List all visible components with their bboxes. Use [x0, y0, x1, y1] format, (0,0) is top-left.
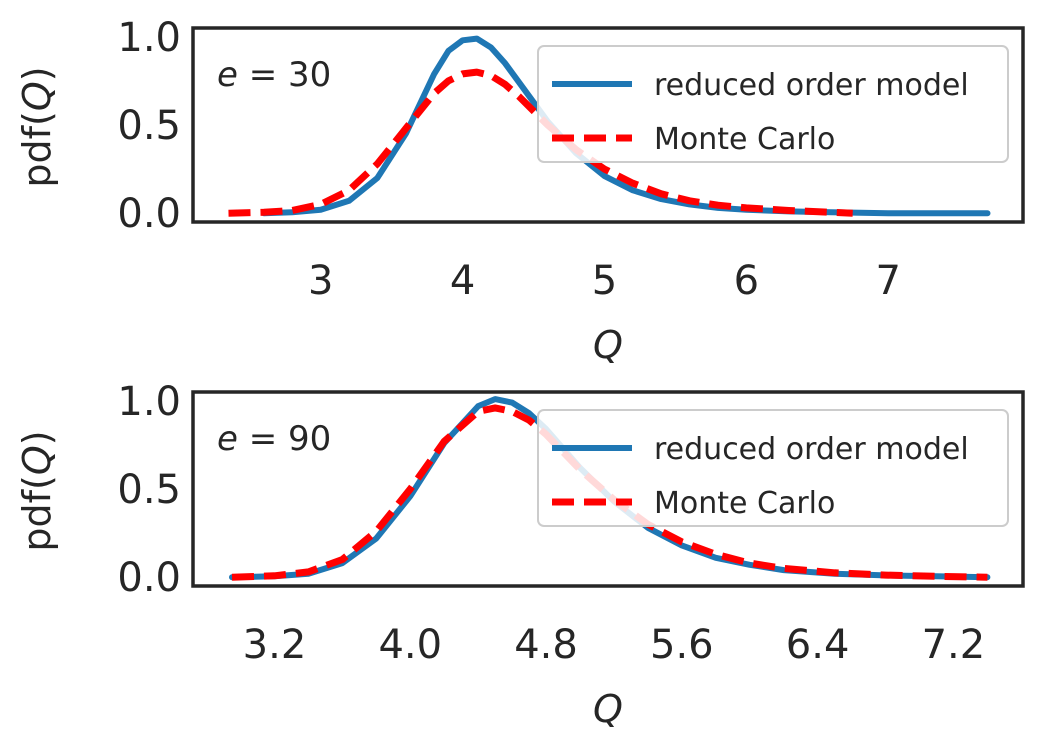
legend: reduced order model Monte Carlo — [537, 409, 1009, 527]
legend: reduced order model Monte Carlo — [537, 45, 1009, 163]
x-tick-label: 5.6 — [650, 622, 714, 668]
y-axis-label: pdf(Q) — [15, 430, 59, 551]
x-tick-label: 4.0 — [378, 622, 442, 668]
x-tick-label: 6.4 — [786, 622, 850, 668]
x-tick-label: 3.2 — [243, 622, 307, 668]
legend-label: reduced order model — [654, 432, 969, 467]
x-axis-label: Q — [593, 687, 623, 731]
y-tick-label: 1.0 — [117, 379, 181, 425]
y-tick-label: 0.5 — [117, 467, 181, 513]
legend-box — [537, 45, 1009, 163]
x-axis-label: Q — [593, 323, 623, 367]
legend-label: Monte Carlo — [654, 122, 835, 157]
annotation-e-value: e = 30 — [217, 55, 331, 95]
x-tick-label: 4.8 — [514, 622, 578, 668]
y-tick-label: 0.0 — [117, 555, 181, 601]
x-tick-label: 3 — [308, 258, 333, 304]
y-tick-label: 0.0 — [117, 191, 181, 237]
plot-area — [228, 35, 991, 217]
y-tick-label: 0.5 — [117, 103, 181, 149]
legend-box — [537, 409, 1009, 527]
x-tick-label: 4 — [450, 258, 475, 304]
axes-frame — [191, 390, 1025, 588]
x-tick-label: 5 — [592, 258, 617, 304]
axes-frame — [191, 26, 1025, 224]
x-tick-label: 6 — [734, 258, 759, 304]
legend-label: Monte Carlo — [654, 486, 835, 521]
annotation-e-value: e = 90 — [217, 419, 331, 459]
y-tick-label: 1.0 — [117, 15, 181, 61]
x-tick-label: 7 — [875, 258, 900, 304]
y-axis-label: pdf(Q) — [15, 66, 59, 187]
series-line-monte-carlo — [228, 68, 853, 217]
legend-label: reduced order model — [654, 68, 969, 103]
x-tick-label: 7.2 — [922, 622, 986, 668]
